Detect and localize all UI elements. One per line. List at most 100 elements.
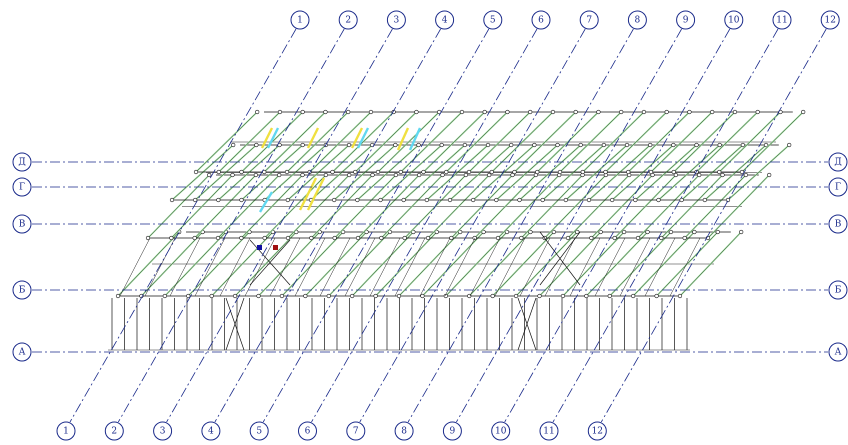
node bbox=[631, 293, 636, 299]
highlighted-member bbox=[260, 127, 274, 149]
node bbox=[401, 197, 406, 203]
node bbox=[209, 293, 214, 299]
brace bbox=[539, 231, 581, 286]
axis-line-7 bbox=[359, 28, 586, 423]
node bbox=[519, 235, 524, 241]
axis-bubble-right-Б-label: Б bbox=[835, 286, 842, 296]
rafter-axis bbox=[446, 111, 508, 173]
node bbox=[596, 109, 601, 115]
rafter-axis bbox=[195, 111, 258, 173]
column-upper bbox=[569, 237, 601, 297]
axis-bubble-bottom-1-label: 1 bbox=[63, 427, 69, 437]
node bbox=[624, 142, 630, 148]
axis-bubble-top-4-label: 4 bbox=[442, 16, 448, 26]
node bbox=[641, 109, 647, 115]
node bbox=[739, 169, 745, 175]
axis-bubble-top-3: 3 bbox=[386, 10, 406, 30]
node bbox=[682, 235, 687, 241]
node bbox=[717, 142, 722, 148]
node bbox=[540, 197, 545, 203]
rafter-axis bbox=[287, 174, 350, 239]
rafter-axis bbox=[632, 231, 695, 297]
node bbox=[481, 229, 486, 235]
node bbox=[467, 293, 472, 299]
node bbox=[193, 197, 198, 203]
axis-bubble-right-Б: Б bbox=[828, 280, 848, 300]
node bbox=[697, 172, 702, 178]
rafter-axis bbox=[357, 144, 419, 201]
column-upper bbox=[144, 237, 176, 297]
node bbox=[668, 229, 674, 235]
axis-bubble-bottom-3: 3 bbox=[153, 421, 173, 441]
rafter-axis bbox=[427, 174, 490, 239]
node bbox=[626, 169, 631, 175]
node bbox=[565, 235, 571, 241]
axis-bubble-bottom-12-label: 12 bbox=[592, 427, 603, 437]
node bbox=[300, 109, 305, 115]
brace bbox=[225, 297, 245, 351]
highlighted-member bbox=[306, 127, 320, 149]
axis-bubble-top-9-label: 9 bbox=[683, 16, 689, 26]
node bbox=[216, 197, 221, 203]
rafter-axis bbox=[650, 111, 713, 173]
rafter-axis bbox=[468, 111, 531, 173]
node bbox=[373, 293, 378, 299]
node bbox=[679, 197, 684, 203]
rafter-axis bbox=[451, 174, 513, 239]
axis-bubble-bottom-7-label: 7 bbox=[353, 427, 359, 437]
axis-bubble-top-2-label: 2 bbox=[345, 16, 351, 26]
axis-line-4 bbox=[214, 28, 441, 423]
node bbox=[303, 293, 308, 299]
node bbox=[346, 109, 351, 115]
rafter-axis bbox=[586, 231, 648, 297]
column-upper bbox=[344, 237, 376, 297]
rafter-axis bbox=[559, 111, 622, 173]
rafter-axis bbox=[351, 231, 414, 297]
node bbox=[216, 169, 221, 175]
node bbox=[186, 293, 191, 299]
axis-bubble-right-Г-label: Г bbox=[835, 183, 841, 193]
brace bbox=[249, 239, 291, 286]
node bbox=[370, 172, 375, 178]
axis-bubble-right-Г: Г bbox=[828, 177, 848, 197]
node bbox=[323, 109, 328, 115]
axis-bubble-right-А: А bbox=[828, 342, 848, 362]
rafter-axis bbox=[287, 144, 350, 201]
column-upper bbox=[494, 237, 526, 297]
axis-bubble-top-12: 12 bbox=[820, 10, 840, 30]
rafter-axis bbox=[281, 231, 344, 297]
rafter-axis bbox=[704, 144, 767, 201]
rafter-axis bbox=[218, 144, 280, 201]
column-upper bbox=[394, 237, 426, 297]
node bbox=[607, 293, 612, 299]
node bbox=[256, 293, 261, 299]
node bbox=[355, 235, 361, 241]
axis-line-2 bbox=[117, 28, 345, 423]
rafter-axis bbox=[422, 231, 484, 297]
node bbox=[402, 235, 407, 241]
axis-line-11 bbox=[552, 28, 779, 423]
node bbox=[284, 169, 290, 175]
axis-bubble-bottom-5-label: 5 bbox=[256, 427, 262, 437]
node bbox=[517, 197, 522, 203]
node bbox=[232, 293, 238, 299]
node bbox=[648, 142, 653, 148]
node bbox=[472, 235, 477, 241]
axis-bubble-bottom-12: 12 bbox=[587, 421, 607, 441]
node bbox=[169, 235, 174, 241]
rafter-axis bbox=[171, 144, 234, 201]
node bbox=[300, 142, 305, 148]
rafter-axis bbox=[217, 174, 280, 239]
axis-bubble-top-10: 10 bbox=[724, 10, 744, 30]
column-upper bbox=[294, 237, 326, 297]
node bbox=[601, 142, 606, 148]
node bbox=[459, 109, 465, 115]
rafter-axis bbox=[544, 174, 607, 239]
rafter-axis bbox=[334, 174, 397, 239]
node bbox=[740, 142, 745, 148]
node bbox=[801, 109, 806, 115]
rafter-axis bbox=[496, 144, 558, 201]
node bbox=[355, 197, 360, 203]
